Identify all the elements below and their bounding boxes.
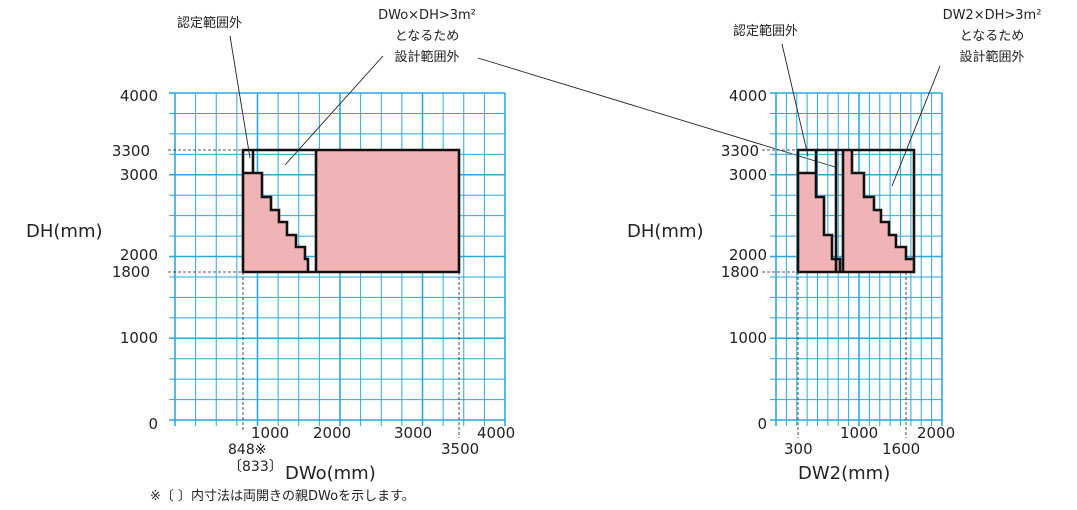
- left-callout-b-line2: となるため: [395, 29, 460, 44]
- right-callout-b-line1: DW2×DH>3m²: [943, 8, 1042, 23]
- left-callout-b-line1: DWo×DH>3m²: [378, 8, 476, 23]
- left-ytick-1000: 1000: [120, 329, 158, 347]
- right-callout-b-line3: 設計範囲外: [959, 49, 1024, 65]
- right-xtick-2000: 2000: [917, 424, 955, 442]
- left-ytick-4000: 4000: [120, 87, 158, 105]
- right-boundary-outline: [796, 148, 916, 274]
- right-y-axis-title: DH(mm): [627, 221, 704, 242]
- left-xtick-1000: 1000: [251, 424, 289, 442]
- left-xtick-4000: 4000: [477, 424, 515, 442]
- right-ytick-4000: 4000: [729, 87, 767, 105]
- left-ytick-2000: 2000: [120, 246, 158, 264]
- left-xtick-2000: 2000: [313, 424, 351, 442]
- left-ytick-0: 0: [148, 415, 158, 433]
- left-callout-b-line3: 設計範囲外: [394, 49, 459, 65]
- left-ytick-3000: 3000: [120, 166, 158, 184]
- right-xmark-1600: 1600: [882, 440, 920, 458]
- left-callout-a: 認定範囲外: [177, 15, 242, 31]
- right-ytick-2000: 2000: [729, 246, 767, 264]
- right-callout-a: 認定範囲外: [733, 23, 798, 39]
- footnote: ※〔 〕内寸法は両開きの親DWoを示します。: [150, 488, 415, 504]
- right-chart: 4000 3000 2000 1000 0 3300 1800 1000 200…: [627, 8, 1041, 484]
- right-callout-b-line2: となるため: [960, 29, 1025, 44]
- left-ymark-3300: 3300: [112, 142, 150, 160]
- left-ymark-1800: 1800: [112, 263, 150, 281]
- right-ymark-3300: 3300: [721, 142, 759, 160]
- right-staircase-1: [798, 171, 842, 272]
- left-chart: 4000 3000 2000 1000 0 3300 1800 1000 200…: [26, 8, 836, 504]
- right-xtick-1000: 1000: [840, 424, 878, 442]
- right-staircase-2: [850, 150, 914, 261]
- left-xmark-848: 848※: [228, 442, 266, 458]
- left-xmark-3500: 3500: [441, 440, 479, 458]
- left-staircase: [243, 171, 310, 272]
- right-feasible-area-1: [798, 173, 840, 272]
- left-feasible-area-2: [316, 150, 459, 272]
- left-y-axis-title: DH(mm): [26, 221, 103, 242]
- left-xtick-3000: 3000: [394, 424, 432, 442]
- left-x-axis-title: DWo(mm): [285, 463, 376, 484]
- left-feasible-area-1: [243, 173, 308, 272]
- right-ytick-3000: 3000: [729, 166, 767, 184]
- right-ytick-0: 0: [757, 415, 767, 433]
- left-xmark-833: 〔833〕: [228, 459, 283, 475]
- right-ytick-1000: 1000: [729, 329, 767, 347]
- right-ymark-1800: 1800: [721, 263, 759, 281]
- right-xmark-300: 300: [784, 440, 813, 458]
- right-x-axis-title: DW2(mm): [798, 463, 890, 484]
